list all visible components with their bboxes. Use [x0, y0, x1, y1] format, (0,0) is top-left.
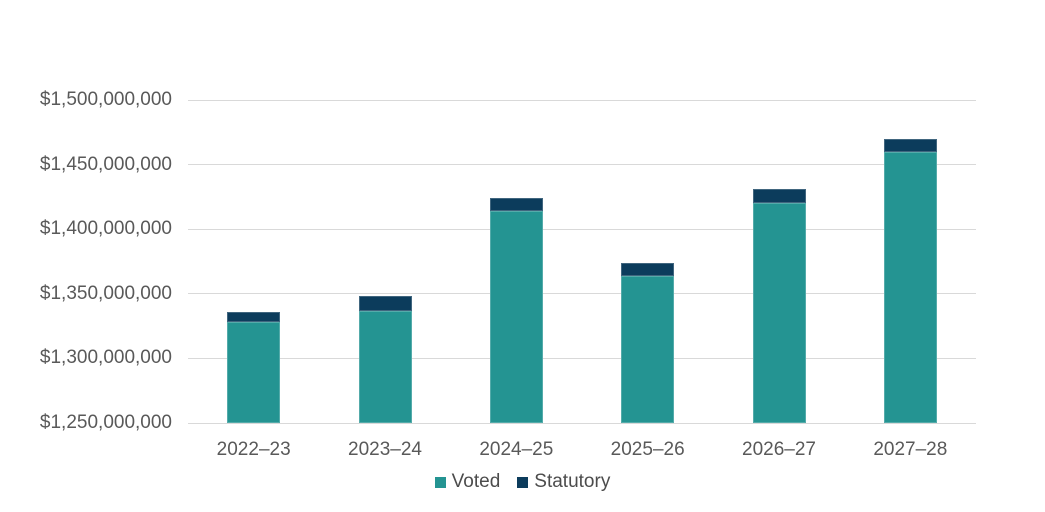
x-axis-tick-label: 2022–23	[216, 439, 291, 460]
bar-segment-voted	[621, 275, 675, 423]
gridline	[188, 357, 976, 359]
legend: Voted Statutory	[0, 470, 1045, 494]
bar-segment-voted	[883, 151, 937, 423]
y-axis-tick-label: $1,300,000,000	[39, 347, 172, 369]
bar-segment-statutory	[358, 296, 412, 311]
x-axis-tick-label: 2024–25	[479, 439, 554, 460]
bar-segment-voted	[489, 211, 543, 423]
statutory-swatch-icon	[517, 476, 529, 488]
bar-segment-voted	[358, 310, 412, 423]
gridline	[188, 164, 976, 166]
legend-label-statutory: Statutory	[534, 471, 611, 492]
y-axis-tick-label: $1,250,000,000	[39, 412, 172, 433]
x-axis-tick-label: 2023–24	[348, 439, 422, 460]
bar-segment-voted	[227, 322, 281, 423]
bar-segment-statutory	[489, 198, 543, 212]
y-axis-tick-label: $1,500,000,000	[39, 89, 172, 110]
legend-item-statutory: Statutory	[517, 470, 610, 494]
bar-segment-statutory	[752, 189, 806, 204]
bar-segment-statutory	[227, 311, 281, 323]
voted-swatch-icon	[434, 476, 446, 488]
y-axis-tick-label: $1,350,000,000	[39, 282, 172, 304]
x-axis-tick-label: 2026–27	[742, 439, 816, 460]
bar-segment-voted	[752, 203, 806, 423]
gridline	[188, 99, 976, 101]
x-axis-tick-label: 2025–26	[610, 439, 685, 460]
gridline	[188, 422, 976, 424]
legend-item-voted: Voted	[434, 470, 501, 494]
legend-label-voted: Voted	[451, 471, 501, 492]
y-axis-tick-label: $1,450,000,000	[39, 153, 172, 175]
bar-segment-statutory	[621, 262, 675, 276]
x-axis-tick-label: 2027–28	[873, 439, 948, 460]
bar-segment-statutory	[883, 138, 937, 152]
gridline	[188, 293, 976, 295]
y-axis-tick-label: $1,400,000,000	[39, 218, 172, 240]
plot-area	[188, 99, 976, 424]
gridline	[188, 228, 976, 230]
